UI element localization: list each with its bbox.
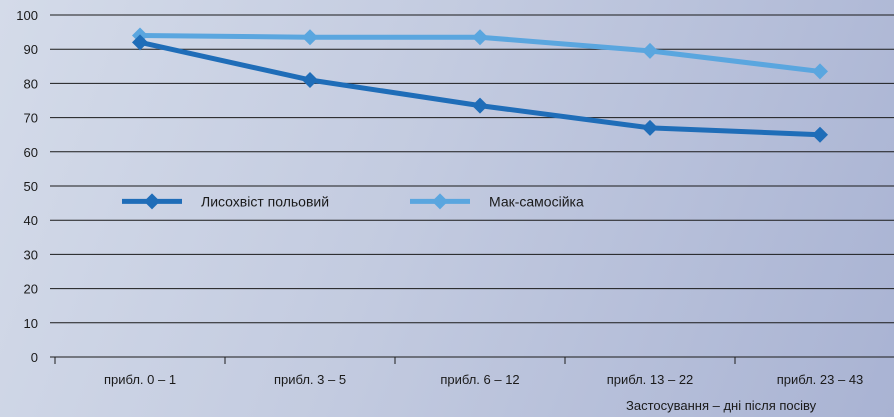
legend-label: Мак-самосійка: [489, 193, 584, 209]
x-axis-label: Застосування – дні після посіву: [626, 398, 817, 413]
legend-label: Лисохвіст польовий: [201, 193, 329, 209]
data-point: [642, 42, 658, 59]
y-tick-label: 80: [24, 76, 38, 91]
y-tick-label: 0: [31, 350, 38, 365]
data-point: [812, 63, 828, 80]
x-tick-label: прибл. 23 – 43: [777, 372, 864, 387]
x-tick-label: прибл. 13 – 22: [607, 372, 694, 387]
data-point: [132, 34, 148, 51]
data-point: [302, 29, 318, 46]
data-point: [812, 126, 828, 143]
y-tick-label: 70: [24, 111, 38, 126]
data-point: [472, 29, 488, 46]
legend-marker: [144, 193, 160, 210]
legend-marker: [432, 193, 448, 210]
y-tick-label: 50: [24, 179, 38, 194]
data-point: [472, 97, 488, 114]
data-point: [302, 71, 318, 88]
x-tick-label: прибл. 3 – 5: [274, 372, 346, 387]
series-line: [137, 39, 823, 138]
y-tick-label: 20: [24, 282, 38, 297]
legend: Лисохвіст польовий Мак-самосійка: [122, 193, 584, 210]
x-tick-label: прибл. 0 – 1: [104, 372, 176, 387]
y-tick-label: 100: [16, 8, 38, 23]
y-tick-label: 60: [24, 145, 38, 160]
series-layer: [132, 27, 828, 143]
y-tick-label: 90: [24, 42, 38, 57]
y-tick-label: 10: [24, 316, 38, 331]
x-tick-label: прибл. 6 – 12: [440, 372, 519, 387]
axis-layer: 0 10 20 30 40 50 60 70 80 90 100 прибл. 0 – 1 прибл.…: [16, 8, 864, 387]
y-tick-label: 40: [24, 213, 38, 228]
y-tick-label: 30: [24, 247, 38, 262]
grid-layer: [50, 14, 894, 358]
data-point: [642, 119, 658, 136]
